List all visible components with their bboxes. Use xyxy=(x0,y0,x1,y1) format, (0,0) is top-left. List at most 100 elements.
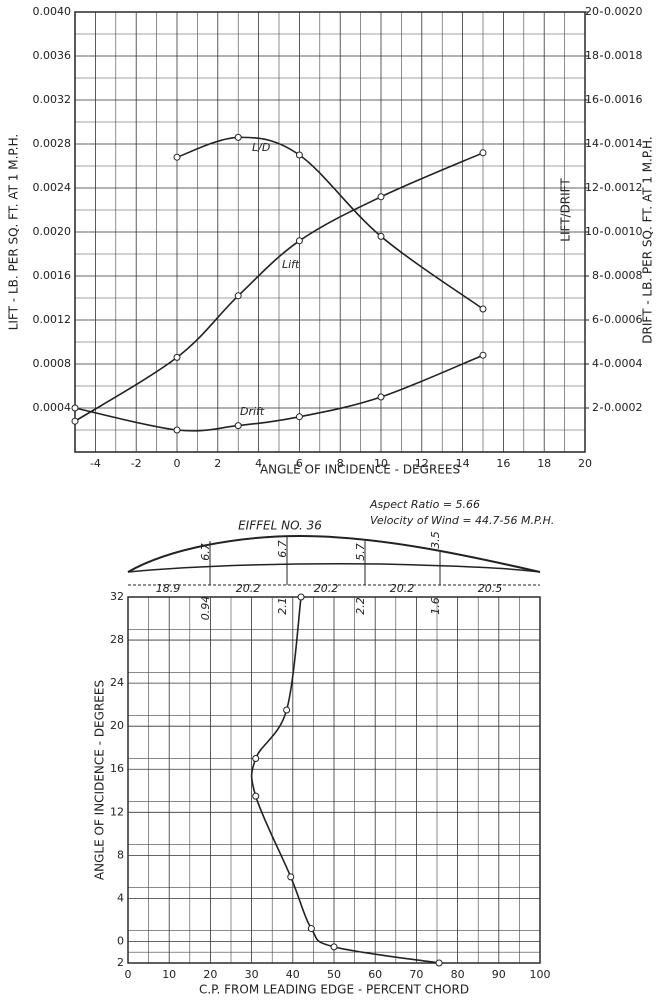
series-label: Drift xyxy=(240,405,265,418)
y2-axis-label: LIFT/DRIFT xyxy=(559,178,573,242)
y3-tick-label: 0.0014 xyxy=(604,137,643,150)
x-tick-label: 10 xyxy=(374,457,388,470)
x-tick-label: 10 xyxy=(162,968,176,981)
x-tick-label: 40 xyxy=(286,968,300,981)
x-tick-label: 70 xyxy=(409,968,423,981)
y3-tick-label: 0.0010 xyxy=(604,225,643,238)
series-line xyxy=(74,152,484,422)
y2-tick-label: 2 xyxy=(592,401,599,414)
dim: 6.7 xyxy=(276,540,289,558)
y-tick-label: 20 xyxy=(110,719,124,732)
y2-tick-label: 12 xyxy=(585,181,599,194)
data-point xyxy=(330,943,338,951)
dim: 5.7 xyxy=(354,543,367,561)
x-tick-label: 8 xyxy=(337,457,344,470)
data-point xyxy=(283,706,291,714)
y-tick-label: 16 xyxy=(110,762,124,775)
x-tick-label: 50 xyxy=(327,968,341,981)
y3-tick-label: 0.0008 xyxy=(604,269,643,282)
data-point xyxy=(234,292,242,300)
y3-axis-label: DRIFT - LB. PER SQ. FT. AT 1 M.P.H. xyxy=(641,136,655,343)
series-line xyxy=(74,354,484,432)
y-tick-label: 0.0028 xyxy=(33,137,72,150)
y-tick-label: 0.0020 xyxy=(33,225,72,238)
y-tick-label: 28 xyxy=(110,633,124,646)
data-point xyxy=(71,417,79,425)
y3-tick-label: 0.0002 xyxy=(604,401,643,414)
x-axis-label: ANGLE OF INCIDENCE - DEGREES xyxy=(260,463,460,477)
chart-title: EIFFEL NO. 36 xyxy=(238,519,322,533)
y2-tick-label: 6 xyxy=(592,313,599,326)
y2-tick-label: 16 xyxy=(585,93,599,106)
data-point xyxy=(71,404,79,412)
data-point xyxy=(252,754,260,762)
x-tick-label: -4 xyxy=(90,457,101,470)
data-point xyxy=(173,353,181,361)
x-tick-label: 18 xyxy=(537,457,551,470)
y-tick-label: 0.0032 xyxy=(33,93,72,106)
x-tick-label: 16 xyxy=(496,457,510,470)
data-point xyxy=(435,959,443,967)
y-tick-label: 4 xyxy=(117,891,124,904)
x-tick-label: 4 xyxy=(255,457,262,470)
y-axis-label: LIFT - LB. PER SQ. FT. AT 1 M.P.H. xyxy=(7,134,21,331)
y-tick-label: 2 xyxy=(117,956,124,969)
series-label: L/D xyxy=(252,141,270,154)
data-point xyxy=(479,351,487,359)
y-tick-label: 12 xyxy=(110,805,124,818)
data-point xyxy=(252,792,260,800)
x-tick-label: 80 xyxy=(451,968,465,981)
x-tick-label: 0 xyxy=(125,968,132,981)
x-tick-label: 2 xyxy=(214,457,221,470)
data-point xyxy=(295,151,303,159)
x-tick-label: 6 xyxy=(296,457,303,470)
x-tick-label: -2 xyxy=(131,457,142,470)
y-tick-label: 0.0008 xyxy=(33,357,72,370)
x-tick-label: 20 xyxy=(578,457,592,470)
y-tick-label: 24 xyxy=(110,676,124,689)
data-point xyxy=(377,393,385,401)
data-point xyxy=(377,232,385,240)
y3-tick-label: 0.0006 xyxy=(604,313,643,326)
data-point xyxy=(295,237,303,245)
y-tick-label: 0.0036 xyxy=(33,49,72,62)
dim: 2.1 xyxy=(276,597,289,615)
x-tick-label: 14 xyxy=(456,457,470,470)
dim: 2.2 xyxy=(354,597,367,615)
y2-tick-label: 4 xyxy=(592,357,599,370)
x-tick-label: 20 xyxy=(203,968,217,981)
y2-tick-label: 20 xyxy=(585,5,599,18)
data-point xyxy=(234,422,242,430)
y-tick-label: 8 xyxy=(117,848,124,861)
y3-tick-label: 0.0012 xyxy=(604,181,643,194)
y-tick-label: 32 xyxy=(110,590,124,603)
x-tick-label: 0 xyxy=(174,457,181,470)
dim: 3.5 xyxy=(429,531,442,549)
airfoil xyxy=(127,563,541,573)
y-tick-label: 0 xyxy=(117,934,124,947)
y3-tick-label: 0.0016 xyxy=(604,93,643,106)
data-point xyxy=(173,153,181,161)
y3-tick-label: 0.0020 xyxy=(604,5,643,18)
x-axis-label: C.P. FROM LEADING EDGE - PERCENT CHORD xyxy=(199,983,469,997)
data-point xyxy=(377,193,385,201)
dim: 0.94 xyxy=(199,596,212,621)
data-point xyxy=(173,426,181,434)
dim: 20.2 xyxy=(390,582,415,595)
data-point xyxy=(295,413,303,421)
dim: 1.6 xyxy=(429,597,442,615)
data-point xyxy=(297,593,305,601)
data-point xyxy=(479,305,487,313)
x-tick-label: 90 xyxy=(492,968,506,981)
data-point xyxy=(287,873,295,881)
y2-tick-label: 10 xyxy=(585,225,599,238)
note: Velocity of Wind = 44.7-56 M.P.H. xyxy=(370,514,554,527)
series-label: Lift xyxy=(282,258,300,271)
x-tick-label: 30 xyxy=(245,968,259,981)
series-line xyxy=(176,136,484,310)
x-tick-label: 100 xyxy=(530,968,551,981)
y-axis-label: ANGLE OF INCIDENCE - DEGREES xyxy=(93,680,107,880)
x-tick-label: 12 xyxy=(415,457,429,470)
